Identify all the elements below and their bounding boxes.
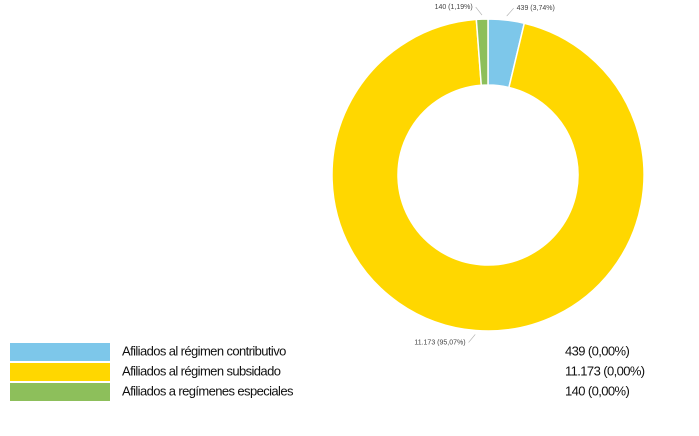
- leader-line: [468, 334, 476, 343]
- legend-label: Afiliados al régimen contributivo: [122, 343, 286, 358]
- data-label: 11.173 (95,07%): [414, 339, 465, 346]
- leader-line: [475, 6, 483, 16]
- data-label: 140 (1,19%): [435, 4, 473, 11]
- legend-label: Afiliados al régimen subsidado: [122, 363, 281, 378]
- legend-value: 11.173 (0,00%): [565, 363, 645, 378]
- legend-swatch: [10, 343, 110, 361]
- legend-label: Afiliados a regímenes especiales: [122, 383, 294, 398]
- slice: [331, 18, 645, 332]
- legend-swatch: [10, 383, 110, 401]
- slice: [475, 18, 489, 87]
- data-label: 439 (3,74%): [517, 5, 555, 12]
- legend-swatch: [10, 363, 110, 381]
- legend-value: 140 (0,00%): [565, 383, 629, 398]
- leader-line: [506, 7, 514, 17]
- legend-value: 439 (0,00%): [565, 343, 629, 358]
